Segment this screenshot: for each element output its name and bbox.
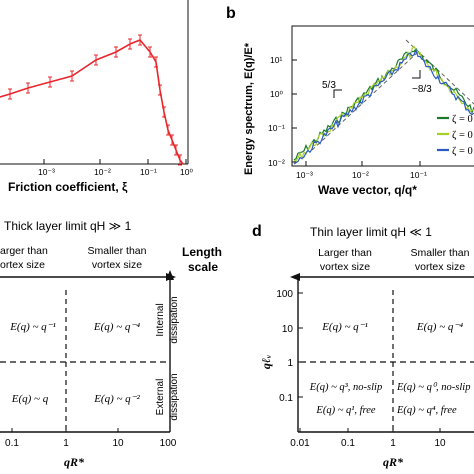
panel-c-cell-top-left: E(q) ~ q⁻¹ — [9, 321, 56, 333]
panel-d-ytick-2: 10 — [282, 324, 294, 335]
panel-d-xtick-2: 0.1 — [341, 438, 355, 449]
panel-d-cell-bottom-right-1: E(q) ~ q⁰, no-slip — [396, 382, 470, 393]
panel-d-col-left-2: vortex size — [320, 261, 370, 273]
panel-d-col-right-1: Smaller than — [411, 247, 470, 259]
panel-d-col-left-1: Larger than — [318, 247, 372, 259]
panel-b-spectrum-line — [293, 48, 474, 165]
panel-c-title: Thick layer limit qH ≫ 1 — [4, 219, 132, 233]
panel-c-cell-top-right: E(q) ~ q⁻⁴ — [93, 321, 140, 333]
panel-b-ytick-2: 10⁰ — [270, 89, 283, 99]
panel-a-ticks — [43, 159, 187, 164]
panel-d-xtick-1: 0.01 — [290, 438, 310, 449]
panel-b-xtick-1: 10⁻³ — [296, 170, 313, 180]
panel-d-cell-top-right: E(q) ~ q⁻⁴ — [416, 321, 463, 333]
panel-c-axis-title-1: Length — [182, 245, 222, 259]
panel-a: 10⁻³ 10⁻² 10⁻¹ 10⁰ Friction coefficient,… — [0, 0, 193, 194]
panel-b-ytick-1: 10¹ — [270, 55, 282, 65]
panel-b-ylabel: Energy spectrum, E(q)/E* — [243, 42, 255, 175]
panel-b-slope-right: −8/3 — [412, 84, 432, 95]
panel-c-xtick-3: 10 — [112, 438, 124, 449]
panel-d-ytick-4: 0.1 — [279, 393, 293, 404]
panel-b-frame — [291, 25, 474, 167]
panel-a-xtick-4: 10⁰ — [180, 167, 193, 177]
panel-b-ytick-3: 10⁻¹ — [268, 123, 285, 133]
panel-b-xtick-3: 10⁻¹ — [410, 170, 427, 180]
panel-c-side-top-1: Internal — [155, 303, 166, 336]
panel-b-xlabel: Wave vector, q/q* — [318, 183, 417, 197]
panel-c-xtick-2: 1 — [63, 438, 69, 449]
panel-b-label: b — [226, 5, 236, 22]
panel-d-ytick-3: 1 — [287, 358, 293, 369]
panel-c-col-left-2: ortex size — [0, 259, 45, 271]
panel-c-arrow-right-icon — [166, 273, 176, 281]
panel-b: b Energy spectrum, E(q)/E* 10¹ 10⁰ 10⁻¹ … — [226, 5, 474, 197]
panel-c-xtick-1: 0.1 — [5, 438, 19, 449]
panel-a-series-line — [0, 39, 184, 165]
panel-a-xtick-2: 10⁻² — [94, 167, 111, 177]
panel-c-side-bottom-2: dissipation — [169, 373, 180, 420]
panel-d-title: Thin layer limit qH ≪ 1 — [310, 225, 432, 239]
panel-a-xlabel: Friction coefficient, ξ — [8, 180, 128, 194]
panel-b-spectrum-line — [293, 47, 474, 161]
panel-c-side-bottom-1: External — [155, 379, 166, 416]
panel-a-xtick-1: 10⁻³ — [38, 167, 55, 177]
panel-b-spectrum-line — [293, 45, 474, 162]
panel-d-cell-top-left: E(q) ~ q⁻¹ — [321, 321, 368, 333]
panel-b-legend-2: ζ = 0 — [452, 130, 473, 141]
panel-d-xtick-3: 1 — [390, 438, 396, 449]
panel-c-side-top-2: dissipation — [169, 296, 180, 343]
panel-b-legend-1: ζ = 0 — [452, 114, 473, 125]
panel-b-ytick-4: 10⁻² — [268, 158, 285, 168]
panel-b-ticks — [292, 59, 421, 166]
panel-c: Thick layer limit qH ≫ 1 arger than orte… — [0, 219, 222, 469]
panel-a-xtick-3: 10⁻¹ — [140, 167, 157, 177]
panel-b-series — [293, 45, 474, 165]
panel-c-axis-title-2: scale — [188, 260, 218, 274]
panel-b-legend-3: ζ = 0 — [452, 146, 473, 157]
panel-d-xlabel: qR* — [383, 455, 404, 469]
panel-d-col-right-2: vortex size — [415, 261, 465, 273]
panel-d: d Thin layer limit qH ≪ 1 Larger than vo… — [252, 223, 474, 469]
panel-d-xtick-4: 10 — [434, 438, 446, 449]
panel-b-slope-left: 5/3 — [322, 80, 336, 91]
panel-c-xtick-4: 100 — [160, 438, 177, 449]
panel-c-col-left-1: arger than — [0, 245, 48, 257]
panel-c-col-right-1: Smaller than — [88, 245, 147, 257]
panel-b-slope-guide-left — [311, 51, 419, 151]
panel-c-cell-bottom-right: E(q) ~ q⁻² — [93, 393, 140, 405]
panel-d-cell-bottom-right-2: E(q) ~ q⁴, free — [396, 405, 457, 416]
panel-d-label: d — [252, 223, 262, 240]
panel-c-col-right-2: vortex size — [92, 259, 142, 271]
panel-b-slope-bracket-left — [333, 89, 342, 98]
panel-d-ytick-1: 100 — [276, 289, 293, 300]
panel-d-ylabel: qℓᵥ — [259, 355, 273, 369]
panel-d-cell-bottom-left-2: E(q) ~ q¹, free — [315, 405, 376, 416]
panel-b-xtick-2: 10⁻² — [352, 170, 369, 180]
panel-d-cell-bottom-left-1: E(q) ~ q³, no-slip — [309, 382, 382, 393]
panel-b-slope-bracket-right — [412, 70, 421, 79]
panel-c-cell-bottom-left: E(q) ~ q — [11, 393, 49, 405]
panel-c-xlabel: qR* — [64, 455, 85, 469]
panel-a-error-bars — [8, 34, 182, 166]
